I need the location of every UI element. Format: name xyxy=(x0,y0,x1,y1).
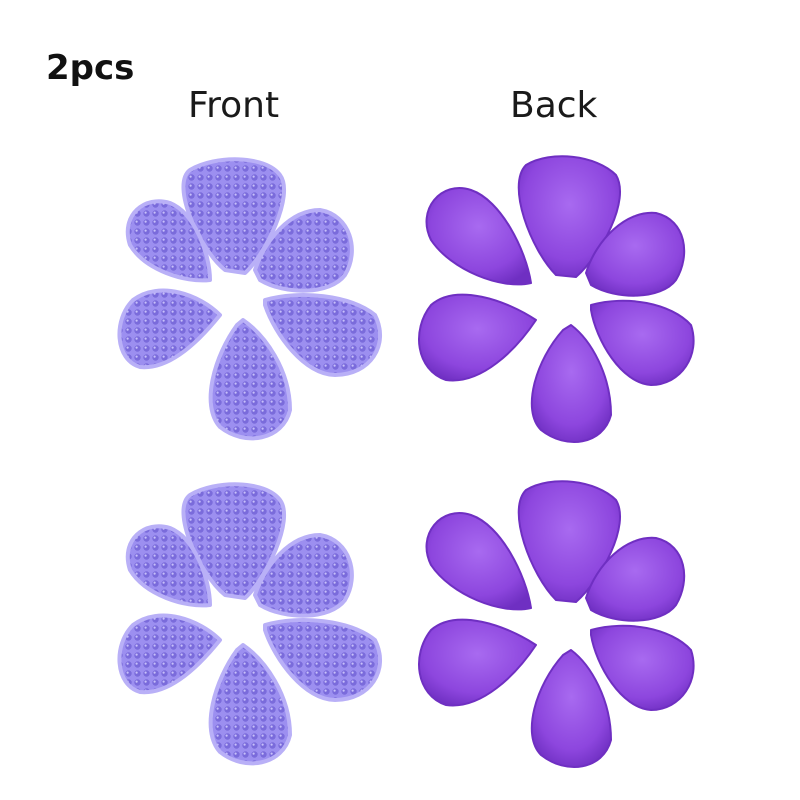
gel-pad-front xyxy=(110,470,400,770)
quantity-label: 2pcs xyxy=(46,48,135,88)
velvet-pad-back xyxy=(406,470,696,770)
front-column-label: Front xyxy=(188,85,280,126)
velvet-pad-back xyxy=(406,145,696,445)
back-column-label: Back xyxy=(510,85,598,126)
gel-pad-front xyxy=(110,145,400,445)
